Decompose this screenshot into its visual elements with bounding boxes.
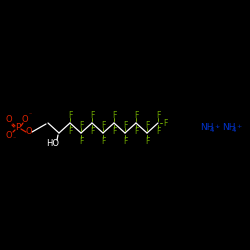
Text: F: F [145,136,149,145]
Text: F: F [134,110,138,120]
Text: F: F [90,110,94,120]
Text: F: F [101,120,105,130]
Text: O: O [6,116,12,124]
Text: F: F [79,120,83,130]
Text: ⁻: ⁻ [12,138,16,142]
Text: P: P [15,124,21,132]
Text: NH: NH [222,124,235,132]
Text: F: F [145,120,149,130]
Text: F: F [90,126,94,136]
Text: F: F [123,120,127,130]
Text: O: O [6,132,12,140]
Text: O: O [22,114,28,124]
Text: F: F [163,118,167,128]
Text: F: F [156,110,160,120]
Text: 4: 4 [210,127,214,133]
Text: F: F [68,126,72,136]
Text: ⁻: ⁻ [28,114,32,118]
Text: +: + [214,124,219,128]
Text: F: F [101,136,105,145]
Text: O: O [26,128,32,136]
Text: +: + [236,124,241,128]
Text: NH: NH [200,124,213,132]
Text: F: F [134,126,138,136]
Text: F: F [156,126,160,136]
Text: HO: HO [46,138,60,147]
Text: ·: · [216,123,220,133]
Text: F: F [123,136,127,145]
Text: F: F [68,110,72,120]
Text: F: F [79,136,83,145]
Text: F: F [112,110,116,120]
Text: 4: 4 [232,127,236,133]
Text: F: F [112,126,116,136]
